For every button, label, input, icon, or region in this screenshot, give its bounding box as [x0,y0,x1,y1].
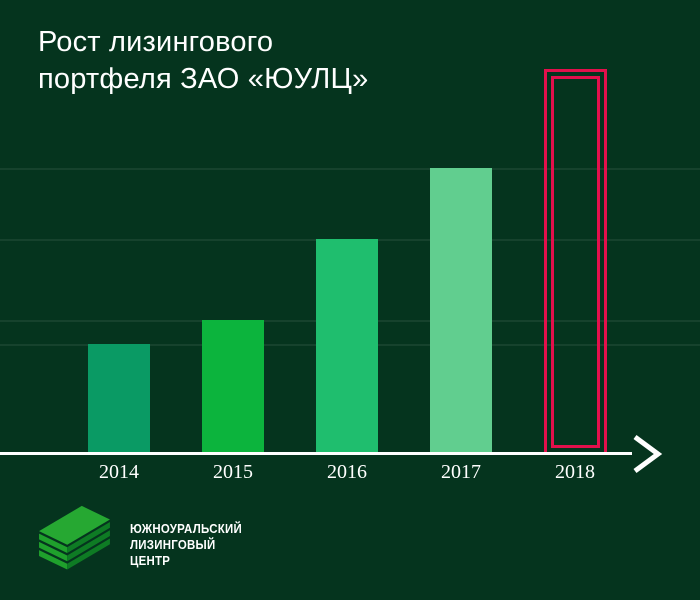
x-axis-line [0,452,632,455]
tick-label-2018: 2018 [555,461,595,483]
company-name-line2: ЛИЗИНГОВЫЙ [130,537,216,552]
company-logo-icon [39,505,110,570]
company-name-line1: ЮЖНОУРАЛЬСКИЙ [130,521,242,536]
bar-2017 [430,168,492,452]
page-title: Рост лизингового портфеля ЗАО «ЮУЛЦ» [38,24,368,98]
tick-label-2015: 2015 [213,461,253,483]
company-name: ЮЖНОУРАЛЬСКИЙ ЛИЗИНГОВЫЙ ЦЕНТР [130,521,242,569]
tick-label-2017: 2017 [441,461,481,483]
bar-2015 [202,320,264,452]
highlight-outline-2018 [544,69,607,455]
x-axis-arrow-icon [633,434,663,474]
gridline-2017 [0,168,700,170]
highlight-outline-inner-2018 [551,76,600,448]
tick-label-2016: 2016 [327,461,367,483]
bar-2014 [88,344,150,452]
logo: ЮЖНОУРАЛЬСКИЙ ЛИЗИНГОВЫЙ ЦЕНТР [36,503,257,571]
page-title-line1: Рост лизингового [38,26,274,58]
bar-2016 [316,239,378,452]
page-title-line2: портфеля ЗАО «ЮУЛЦ» [38,63,369,95]
company-name-line3: ЦЕНТР [130,553,171,568]
tick-label-2014: 2014 [99,461,139,483]
